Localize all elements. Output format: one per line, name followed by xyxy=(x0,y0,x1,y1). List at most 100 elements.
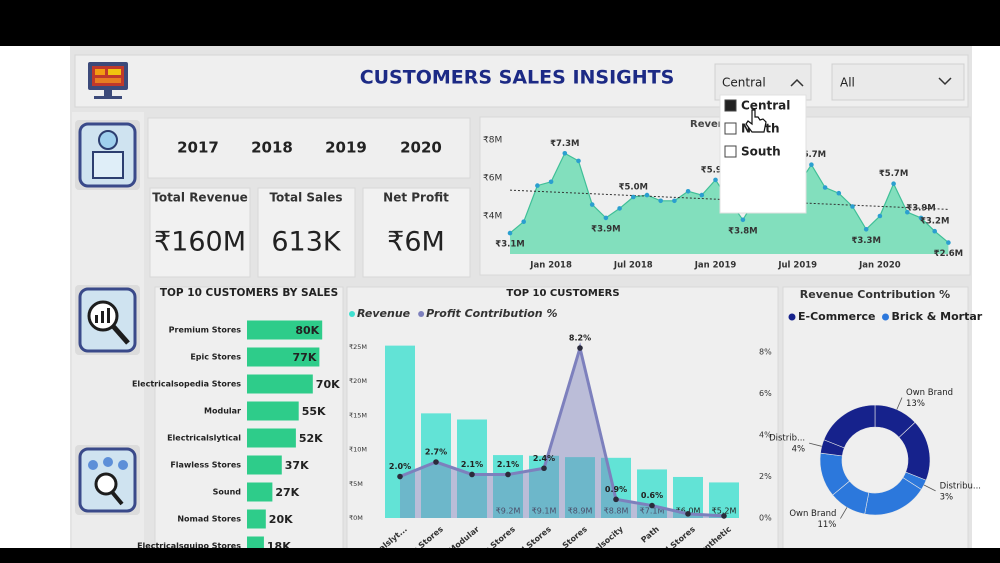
year-button: 2017 xyxy=(177,139,219,157)
data-point xyxy=(891,181,896,186)
data-label: ₹6.0M xyxy=(676,507,701,516)
y2-tick-label: 6% xyxy=(759,389,772,398)
bar xyxy=(709,482,739,518)
slice-label: Distrib... xyxy=(769,434,805,444)
y-tick-label: ₹4M xyxy=(483,212,502,222)
data-label: ₹5.0M xyxy=(619,183,648,193)
slice-label: Own Brand xyxy=(789,509,836,519)
checkbox[interactable] xyxy=(724,122,737,135)
bar xyxy=(247,374,313,394)
data-point xyxy=(863,227,869,232)
data-point xyxy=(713,177,718,183)
legend-swatch xyxy=(349,311,355,317)
nav-icon[interactable] xyxy=(75,445,140,515)
data-label: 2.1% xyxy=(461,460,483,469)
line xyxy=(399,342,725,518)
data-point xyxy=(672,198,677,204)
letterbox-bottom xyxy=(0,548,1000,563)
chart-title: Revenue xyxy=(690,119,739,130)
legend-label: Revenue xyxy=(357,307,411,320)
year-button: 2019 xyxy=(325,139,367,157)
data-label: 2.1% xyxy=(497,460,519,469)
x-tick-label: Jan 2019 xyxy=(694,261,737,271)
data-point xyxy=(905,209,910,215)
data-label: ₹3.1M xyxy=(495,240,524,250)
checkbox[interactable] xyxy=(724,99,737,112)
data-label: ₹7.3M xyxy=(550,139,579,149)
legend-swatch xyxy=(882,313,889,321)
data-label: ₹5.7M xyxy=(879,169,908,179)
donut-slice xyxy=(823,404,876,449)
data-label: 37K xyxy=(285,459,309,472)
data-point xyxy=(658,198,663,204)
y-tick-label: Modular xyxy=(204,407,241,416)
bar xyxy=(247,320,323,340)
kpi-label: Total Sales xyxy=(269,191,342,205)
x-tick-label: Jan 2018 xyxy=(529,261,572,271)
y-tick-label: Epic Stores xyxy=(190,353,241,362)
bar xyxy=(247,509,266,529)
data-label: ₹8.8M xyxy=(604,507,629,516)
chevron-up xyxy=(790,78,804,87)
data-point xyxy=(822,185,828,190)
slice-label: Distribu... xyxy=(940,481,981,491)
data-point xyxy=(836,190,842,196)
data-label: 55K xyxy=(302,405,326,418)
kpi-label: Total Revenue xyxy=(152,191,248,205)
checkbox[interactable] xyxy=(724,145,737,158)
data-point xyxy=(541,465,547,472)
data-point xyxy=(469,471,475,478)
x-tick-label: Jul 2018 xyxy=(613,261,653,271)
chevron-down xyxy=(938,77,952,86)
y-tick-label: Flawless Stores xyxy=(170,461,241,470)
page-title: CUSTOMERS SALES INSIGHTS xyxy=(360,67,675,89)
nav-icon[interactable] xyxy=(75,120,140,190)
header-bar xyxy=(74,54,969,108)
kpi-card xyxy=(257,187,356,278)
data-label: ₹3.3M xyxy=(851,236,880,246)
chart-title: TOP 10 CUSTOMERS BY SALES xyxy=(160,287,338,299)
nav-icon[interactable] xyxy=(75,285,140,355)
data-point xyxy=(740,217,746,223)
bar xyxy=(565,457,595,518)
kpi-card xyxy=(362,187,471,278)
data-label: 2.4% xyxy=(533,454,555,463)
bar xyxy=(247,455,282,475)
data-point xyxy=(603,215,609,221)
dropdown-option: South xyxy=(741,145,781,159)
dropdown-option: Central xyxy=(741,99,790,113)
combo-panel xyxy=(346,286,779,558)
data-point xyxy=(576,158,581,164)
data-point xyxy=(877,213,883,219)
data-point xyxy=(946,240,951,245)
data-label: 52K xyxy=(299,432,323,445)
data-point xyxy=(685,511,691,517)
data-label: ₹9.1M xyxy=(532,507,557,516)
y-tick-label: Sound xyxy=(213,488,242,497)
data-label: ₹9.2M xyxy=(496,507,521,516)
y2-tick-label: 8% xyxy=(759,348,772,357)
data-label: 2.0% xyxy=(389,462,411,471)
slice-value: 11% xyxy=(817,520,836,530)
data-label: ₹3.9M xyxy=(591,224,620,234)
bar xyxy=(247,482,273,502)
y2-tick-label: 2% xyxy=(759,472,772,481)
data-label: ₹2.6M xyxy=(934,249,963,259)
kpi-value: ₹6M xyxy=(387,227,445,258)
data-label: ₹3.9M xyxy=(906,203,935,213)
data-point xyxy=(433,459,439,465)
data-label: 8.2% xyxy=(569,334,591,343)
data-label: 80K xyxy=(295,324,319,337)
data-point xyxy=(631,194,636,200)
data-point xyxy=(613,496,619,503)
data-point xyxy=(562,151,568,156)
data-point xyxy=(685,189,691,194)
bar xyxy=(247,428,296,448)
data-label: ₹8.9M xyxy=(568,507,593,516)
data-label: 0.9% xyxy=(605,485,627,494)
leader-line xyxy=(809,442,822,447)
bar xyxy=(493,455,523,518)
y-tick-label: Electricalslytical xyxy=(167,434,241,443)
y2-tick-label: 4% xyxy=(759,431,772,440)
